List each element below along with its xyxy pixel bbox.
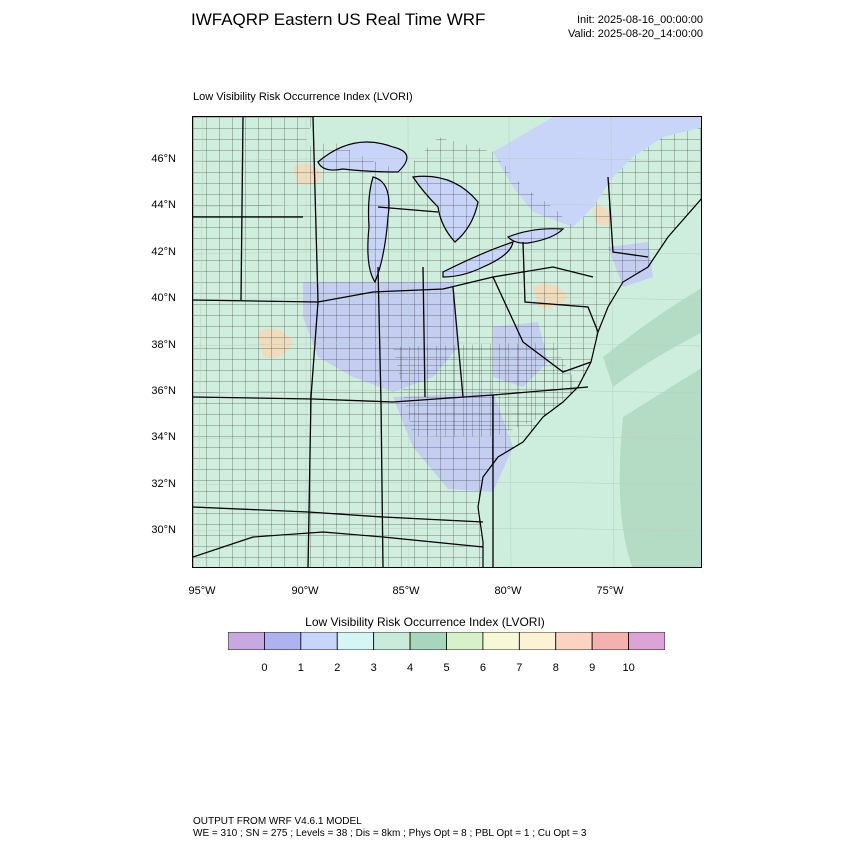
colorbar-swatch <box>300 632 338 650</box>
model-info: OUTPUT FROM WRF V4.6.1 MODEL <box>193 816 362 827</box>
map-panel <box>192 116 702 568</box>
ocean-shade <box>603 288 701 387</box>
lat-label: 44°N <box>151 199 176 211</box>
lat-label: 36°N <box>151 385 176 397</box>
valid-time: Valid: 2025-08-20_14:00:00 <box>568 28 703 40</box>
lat-label: 42°N <box>151 246 176 258</box>
colorbar-tick-label: 0 <box>261 662 268 674</box>
colorbar-tick-label: 7 <box>516 662 523 674</box>
colorbar-swatch <box>336 632 375 650</box>
map-canvas <box>193 117 701 567</box>
colorbar-tick-label: 3 <box>370 662 377 674</box>
colorbar-tick-label: 10 <box>622 662 635 674</box>
colorbar-swatch <box>591 632 629 650</box>
colorbar-tick-label: 4 <box>407 662 414 674</box>
colorbar-swatch <box>228 632 265 650</box>
county-boundaries <box>193 117 701 567</box>
ocean-shade <box>619 368 701 567</box>
colorbar-swatch <box>555 632 593 650</box>
county-boundaries-dense <box>393 342 578 437</box>
canada-water <box>493 117 701 227</box>
lat-label: 40°N <box>151 292 176 304</box>
colorbar-tick-label: 1 <box>297 662 304 674</box>
map-title: IWFAQRP Eastern US Real Time WRF <box>191 10 486 29</box>
colorbar-tick-label: 6 <box>479 662 486 674</box>
colorbar-tick-label: 2 <box>334 662 341 674</box>
state-boundaries <box>193 117 649 567</box>
lat-label: 34°N <box>151 431 176 443</box>
lon-label: 80°W <box>494 585 522 597</box>
colorbar-tick-label: 5 <box>443 662 450 674</box>
colorbar-title: Low Visibility Risk Occurrence Index (LV… <box>305 615 545 629</box>
colorbar-tick-label: 9 <box>589 662 596 674</box>
colorbar-swatch <box>264 632 302 650</box>
lon-label: 75°W <box>596 585 624 597</box>
lon-label: 90°W <box>291 585 319 597</box>
lat-label: 32°N <box>151 478 176 490</box>
colorbar-swatch <box>518 632 557 650</box>
colorbar-swatch <box>446 632 484 650</box>
lat-label: 38°N <box>151 339 176 351</box>
field-subtitle: Low Visibility Risk Occurrence Index (LV… <box>193 91 413 103</box>
lat-label: 30°N <box>151 524 176 536</box>
colorbar <box>228 632 665 650</box>
lat-label: 46°N <box>151 153 176 165</box>
lon-label: 85°W <box>392 585 420 597</box>
colorbar-swatch <box>409 632 447 650</box>
colorbar-tick-label: 8 <box>552 662 559 674</box>
colorbar-swatch <box>628 632 665 650</box>
model-config: WE = 310 ; SN = 275 ; Levels = 38 ; Dis … <box>193 828 587 839</box>
init-time: Init: 2025-08-16_00:00:00 <box>577 14 703 26</box>
graticule <box>193 117 701 567</box>
colorbar-swatch <box>482 632 520 650</box>
coastline <box>193 141 701 567</box>
lon-label: 95°W <box>188 585 216 597</box>
colorbar-swatch <box>373 632 411 650</box>
